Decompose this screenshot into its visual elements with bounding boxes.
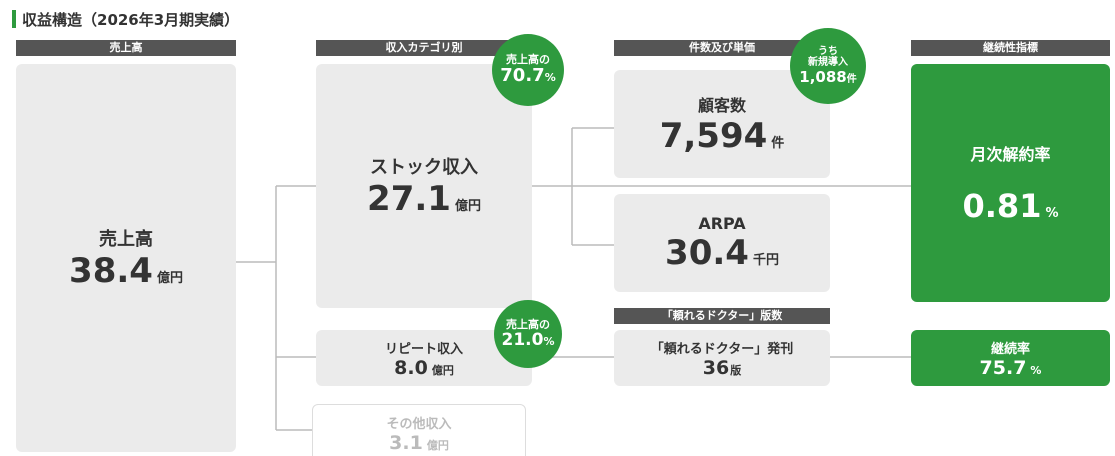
value: 7,594 bbox=[659, 116, 768, 156]
badge-label: 売上高の bbox=[506, 53, 550, 67]
value-row: 75.7% bbox=[980, 357, 1042, 379]
unit: % bbox=[1045, 206, 1059, 221]
label: リピート収入 bbox=[384, 341, 463, 357]
value-row: 0.81% bbox=[963, 187, 1059, 225]
retention-box: 継続率 75.7% bbox=[911, 330, 1110, 386]
value: 0.81 bbox=[962, 187, 1042, 225]
unit: 千円 bbox=[752, 252, 779, 268]
unit: 件 bbox=[771, 136, 785, 151]
value-row: 36版 bbox=[703, 357, 741, 379]
unit: 版 bbox=[730, 363, 742, 377]
value: 36 bbox=[702, 356, 730, 379]
unit: 億円 bbox=[426, 439, 449, 452]
value: 75.7 bbox=[979, 356, 1027, 379]
label: 継続率 bbox=[990, 341, 1030, 357]
badge-value: 70.7 bbox=[500, 65, 545, 87]
label: その他収入 bbox=[386, 417, 452, 432]
share-badge: 売上高の 21.0% bbox=[494, 300, 562, 368]
column-header: 売上高 bbox=[16, 40, 236, 56]
badge-label: うち bbox=[818, 46, 838, 58]
value-row: 30.4 千円 bbox=[665, 233, 779, 273]
badge-label: 売上高の bbox=[506, 317, 550, 331]
value-row: 7,594 件 bbox=[660, 116, 785, 156]
column-header: 件数及び単価 bbox=[614, 40, 830, 56]
badge-unit: % bbox=[543, 334, 555, 348]
repeat-box: リピート収入 8.0 億円 bbox=[316, 330, 532, 386]
label: 月次解約率 bbox=[970, 145, 1051, 164]
label: 「頼れるドクター」発刊 bbox=[650, 341, 794, 357]
churn-box: 月次解約率 0.81% bbox=[911, 64, 1110, 302]
value-row: 3.1 億円 bbox=[389, 432, 449, 454]
sales-box: 売上高 38.4 億円 bbox=[16, 64, 236, 452]
value: 8.0 bbox=[394, 356, 428, 379]
share-badge: 売上高の 70.7% bbox=[492, 34, 564, 106]
unit: % bbox=[1030, 363, 1042, 377]
new-customers-badge: うち 新規導入 1,088件 bbox=[790, 28, 866, 104]
value: 27.1 bbox=[367, 179, 451, 219]
value: 38.4 bbox=[69, 251, 153, 291]
title-accent bbox=[12, 10, 16, 28]
value-row: 38.4 億円 bbox=[69, 251, 183, 291]
badge-value-row: 1,088件 bbox=[799, 68, 856, 86]
column-header: 収入カテゴリ別 bbox=[316, 40, 532, 56]
badge-value-row: 70.7% bbox=[500, 66, 555, 86]
badge-unit: % bbox=[544, 71, 556, 85]
arpa-box: ARPA 30.4 千円 bbox=[614, 194, 830, 292]
unit: 億円 bbox=[156, 271, 183, 286]
unit: 億円 bbox=[454, 199, 481, 214]
value: 30.4 bbox=[665, 232, 749, 273]
value-row: 27.1 億円 bbox=[367, 179, 481, 219]
badge-value: 1,088 bbox=[799, 68, 847, 87]
badge-value-row: 21.0% bbox=[501, 329, 555, 350]
title: 収益構造（2026年3月期実績） bbox=[22, 11, 240, 29]
column-header: 継続性指標 bbox=[911, 40, 1110, 56]
customers-box: 顧客数 7,594 件 bbox=[614, 70, 830, 178]
value-row: 8.0 億円 bbox=[394, 357, 454, 379]
label: ストック収入 bbox=[370, 157, 478, 178]
stock-box: ストック収入 27.1 億円 bbox=[316, 64, 532, 308]
badge-label: 新規導入 bbox=[808, 57, 848, 69]
label: 売上高 bbox=[99, 229, 153, 250]
unit: 億円 bbox=[431, 363, 454, 377]
edition-header: 「頼れるドクター」版数 bbox=[614, 308, 830, 324]
other-box: その他収入 3.1 億円 bbox=[312, 404, 526, 456]
badge-value: 21.0 bbox=[501, 329, 544, 350]
value: 3.1 bbox=[389, 432, 423, 454]
edition-box: 「頼れるドクター」発刊 36版 bbox=[614, 330, 830, 386]
label: 顧客数 bbox=[697, 96, 746, 115]
badge-unit: 件 bbox=[846, 74, 857, 86]
label: ARPA bbox=[698, 213, 746, 233]
